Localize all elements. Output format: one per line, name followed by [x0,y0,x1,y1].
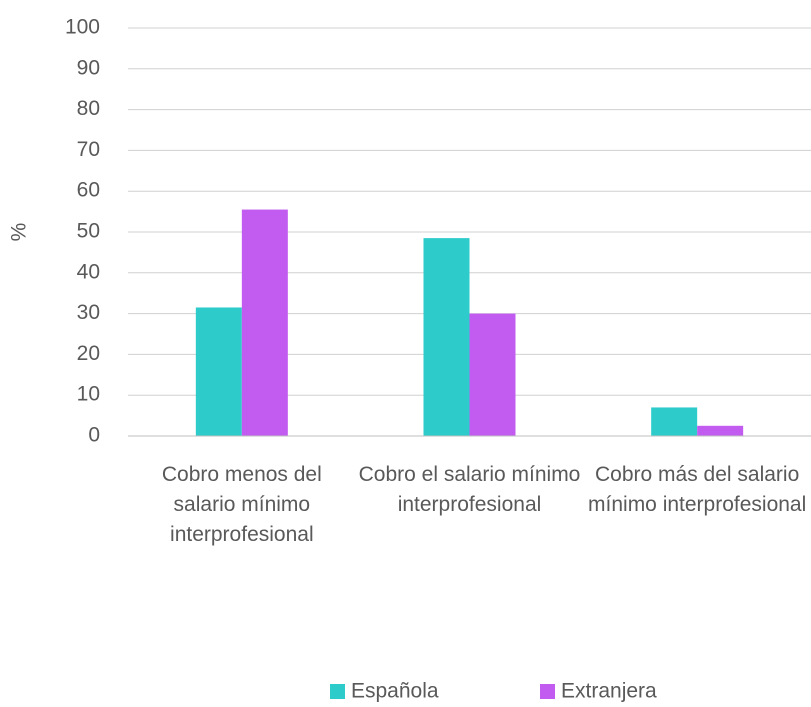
y-tick-label: 30 [77,301,100,324]
bar [241,209,288,436]
bar [651,407,698,436]
legend-swatch [330,684,345,699]
legend-label: Extranjera [561,680,657,703]
y-tick-label: 80 [77,97,100,120]
y-tick-label: 40 [77,260,100,283]
x-tick-label: Cobro menos del salario mínimo interprof… [161,463,322,546]
bar [423,238,470,436]
y-tick-label: 50 [77,220,100,243]
legend-label: Española [351,680,439,703]
y-axis-label: % [8,223,31,242]
y-tick-label: 20 [77,342,100,365]
x-tick-label: Cobro más del salario mínimo interprofes… [588,463,807,516]
y-tick-label: 90 [77,56,100,79]
bar [697,425,744,436]
bar [469,313,516,436]
legend-swatch [540,684,555,699]
y-tick-label: 70 [77,138,100,161]
bar [195,307,242,436]
y-tick-label: 0 [88,424,100,447]
y-tick-label: 100 [65,16,100,39]
y-tick-label: 10 [77,383,100,406]
y-tick-label: 60 [77,179,100,202]
x-tick-label: Cobro el salario mínimo interprofesional [358,463,581,516]
